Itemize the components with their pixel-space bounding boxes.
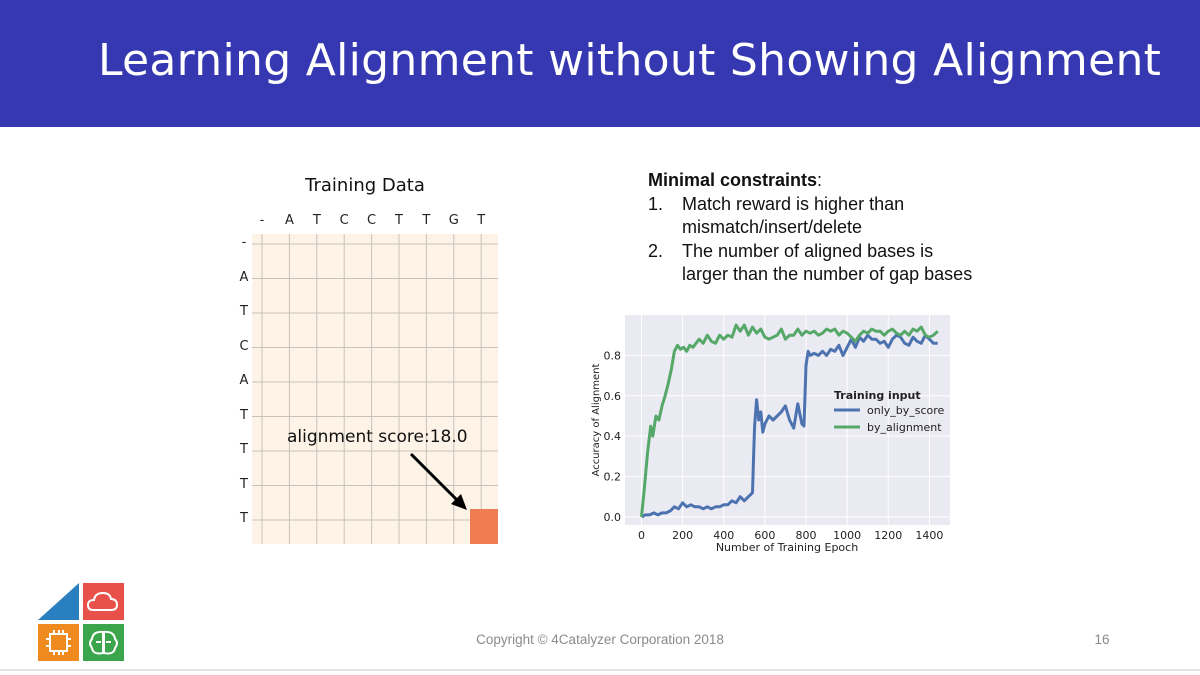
chart-y-tick-label: 0.0 (604, 511, 622, 524)
constraint-text-line: Match reward is higher than (682, 193, 905, 214)
alignment-grid (252, 234, 498, 544)
slide-title: Learning Alignment without Showing Align… (98, 35, 1162, 86)
grid-column-label: - (259, 213, 265, 228)
training-data-title: Training Data (305, 175, 425, 196)
chart-legend: Training input only_by_score by_alignmen… (834, 389, 945, 434)
legend-label-only-by-score: only_by_score (867, 404, 945, 417)
chart-x-tick-label: 1000 (833, 529, 861, 542)
chart-x-axis-label: Number of Training Epoch (716, 541, 858, 554)
chart-tick-labels: 0 200 400 600 800 1000 1200 1400 0.0 0.2 0.4 0.6 0.8 (604, 349, 944, 542)
chart-legend-title: Training input (834, 389, 921, 402)
constraints-heading-line: Minimal constraints: (648, 169, 1008, 193)
chart-x-tick-label: 200 (672, 529, 693, 542)
arrow-head-icon (451, 494, 467, 510)
constraints-heading-colon: : (817, 170, 823, 190)
grid-lines (252, 234, 498, 544)
chart-series-line-by-alignment (640, 323, 939, 518)
grid-column-label: C (339, 213, 349, 228)
grid-row-label: T (240, 304, 248, 319)
grid-column-label: T (312, 213, 321, 228)
grid-background (252, 234, 498, 544)
chart-x-tick-label: 400 (713, 529, 734, 542)
constraint-number: 2. (648, 240, 664, 261)
chart-y-tick-label: 0.2 (604, 471, 622, 484)
logo-chip-tile (38, 624, 79, 661)
chart-x-tick-label: 1200 (874, 529, 902, 542)
chart-x-tick-label: 600 (754, 529, 775, 542)
grid-row-label: T (240, 511, 248, 526)
arrow-shaft (409, 452, 459, 502)
constraints-block: Minimal constraints: 1. Match reward is … (648, 169, 1008, 287)
constraint-text: Match reward is higher than mismatch/ins… (682, 193, 904, 240)
chart-plot-area (625, 315, 950, 525)
chip-icon (46, 630, 71, 655)
grid-row-label: A (239, 373, 249, 388)
grid-column-label: T (422, 213, 431, 228)
constraint-text: The number of aligned bases is larger th… (682, 240, 972, 287)
grid-row-label: A (239, 269, 249, 285)
chart-x-tick-label: 1400 (915, 529, 943, 542)
cloud-icon (86, 591, 119, 611)
bottom-divider (0, 669, 1200, 671)
grid-row-label: T (240, 442, 248, 457)
grid-column-label: T (395, 213, 403, 228)
grid-row-label: C (239, 338, 249, 354)
constraint-text-line: larger than the number of gap bases (682, 264, 973, 284)
legend-label-by-alignment: by_alignment (867, 421, 942, 434)
grid-row-label: - (241, 235, 247, 250)
chart-x-tick-label: 0 (638, 529, 645, 542)
logo-triangle-tile (38, 583, 79, 620)
constraint-item-2: 2. The number of aligned bases is larger… (648, 240, 1008, 287)
chart-y-axis-label: Accuracy of Alignment (591, 363, 602, 476)
grid-column-label: T (477, 213, 486, 228)
annotation-arrow (409, 452, 467, 510)
constraint-item-1: 1. Match reward is higher than mismatch/… (648, 193, 1008, 240)
accuracy-line-chart: 0 200 400 600 800 1000 1200 1400 0.0 0.2 0.4 0.6 0.8… (591, 315, 950, 554)
page-number: 16 (1094, 632, 1110, 647)
copyright-footer: Copyright © 4Catalyzer Corporation 2018 (476, 632, 724, 647)
chart-series-line-only-by-score (640, 333, 938, 519)
grid-row-label: T (240, 476, 248, 492)
constraints-heading: Minimal constraints (648, 170, 818, 190)
grid-column-label: G (448, 213, 459, 228)
grid-column-label: C (367, 213, 377, 228)
chart-series (640, 323, 939, 519)
brain-icon (89, 630, 118, 655)
chart-x-tick-label: 800 (796, 529, 817, 542)
company-logo (38, 583, 124, 661)
constraint-number: 1. (648, 193, 664, 214)
grid-row-label: T (240, 407, 248, 423)
grid-column-label: A (284, 213, 294, 228)
alignment-score-annotation: alignment score:18.0 (287, 427, 468, 447)
constraint-text-line: mismatch/insert/delete (682, 217, 863, 237)
slide-header (0, 0, 1200, 127)
constraint-text-line: The number of aligned bases is (682, 240, 934, 261)
highlighted-alignment-cell (470, 509, 498, 544)
chart-y-tick-label: 0.8 (604, 349, 622, 362)
chart-y-tick-label: 0.4 (604, 430, 622, 443)
chart-y-tick-label: 0.6 (604, 390, 622, 403)
